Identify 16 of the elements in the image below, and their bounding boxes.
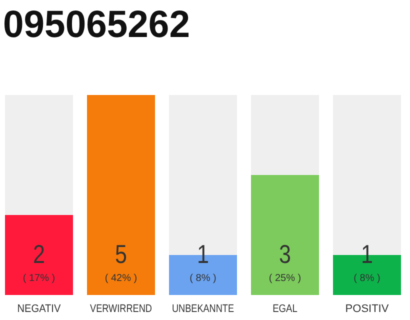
x-tick-label: EGAL (272, 303, 302, 315)
annotation: ( 8% ) (190, 273, 216, 284)
annotation: ( 17% ) (22, 273, 56, 284)
x-tick-label: VERWIRREND (90, 303, 165, 315)
data-label: 5 (115, 239, 130, 269)
data-label: 1 (361, 239, 376, 269)
data-label: 3 (279, 239, 294, 269)
data-label: 1 (197, 239, 212, 269)
annotation: ( 25% ) (268, 273, 302, 284)
annotation: ( 8% ) (354, 273, 380, 284)
annotation: ( 42% ) (104, 273, 138, 284)
data-label: 2 (33, 239, 48, 269)
x-tick-label: UNBEKANNTE (172, 303, 248, 315)
chart-title: 095065262 (3, 4, 194, 46)
x-tick-label: POSITIV (345, 303, 390, 315)
x-tick-label: NEGATIV (17, 303, 65, 315)
